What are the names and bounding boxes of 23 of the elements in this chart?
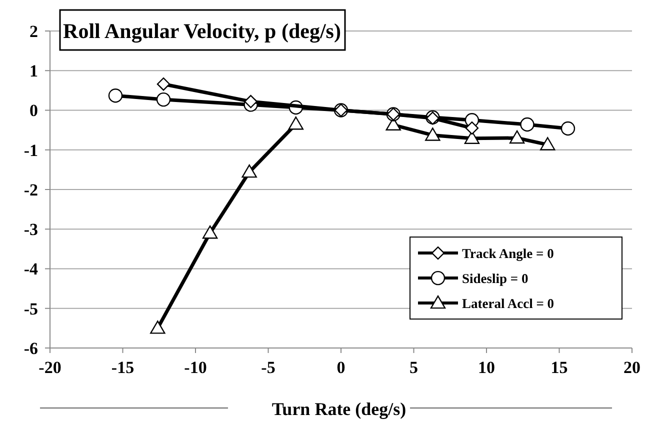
y-tick-label: -4: [24, 260, 38, 279]
x-tick-label: -20: [38, 358, 62, 377]
legend-label: Track Angle = 0: [462, 246, 554, 261]
x-tick-label: -10: [184, 358, 207, 377]
y-tick-label: -6: [24, 338, 38, 358]
y-tick-label: -2: [24, 180, 38, 200]
y-tick-label: -1: [24, 140, 38, 160]
x-tick-label: 0: [336, 358, 346, 377]
x-axis-title: Turn Rate (deg/s): [272, 399, 406, 419]
legend-label: Lateral Accl = 0: [462, 296, 554, 311]
x-tick-label: 5: [410, 358, 418, 377]
y-tick-label: -3: [24, 220, 38, 240]
x-tick-label: 10: [478, 358, 495, 377]
legend-label: Sideslip = 0: [462, 270, 528, 286]
chart-title: Roll Angular Velocity, p (deg/s): [63, 19, 341, 43]
y-tick-label: 0: [30, 101, 38, 120]
x-tick-label: 20: [624, 358, 640, 377]
y-tick-label: 2: [30, 22, 38, 41]
x-tick-label: -5: [261, 358, 276, 377]
x-tick-label: 15: [550, 358, 568, 377]
y-tick-label: -5: [24, 299, 38, 318]
x-tick-label: -15: [111, 358, 134, 377]
y-tick-label: 1: [30, 62, 38, 81]
